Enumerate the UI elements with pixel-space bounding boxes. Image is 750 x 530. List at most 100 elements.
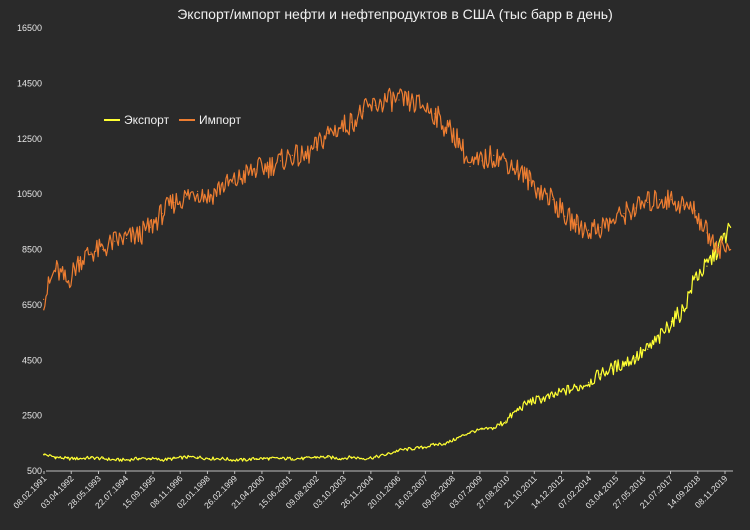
export-data-point xyxy=(433,444,436,446)
chart-title: Экспорт/импорт нефти и нефтепродуктов в … xyxy=(177,6,613,22)
import-data-point xyxy=(291,154,293,156)
export-data-point xyxy=(540,398,542,400)
export-data-point xyxy=(398,449,400,451)
import-data-point xyxy=(173,201,175,204)
export-data-point xyxy=(339,457,341,460)
import-data-point xyxy=(469,165,471,168)
import-data-point xyxy=(90,251,92,253)
series-line-import xyxy=(43,87,731,311)
import-data-point xyxy=(504,160,507,162)
export-data-point xyxy=(43,453,45,455)
export-data-point xyxy=(706,265,708,267)
export-data-point xyxy=(611,367,613,370)
import-data-point xyxy=(730,248,732,251)
import-data-point xyxy=(197,190,199,192)
y-tick-label: 2500 xyxy=(22,411,42,421)
export-data-point xyxy=(730,226,732,228)
import-data-point xyxy=(43,298,45,300)
import-data-point xyxy=(339,127,341,129)
export-data-point xyxy=(78,457,80,460)
legend-label-import: Импорт xyxy=(199,113,241,127)
import-data-point xyxy=(623,212,625,215)
import-data-point xyxy=(706,232,708,234)
import-data-point xyxy=(552,199,554,201)
export-data-point xyxy=(125,459,128,461)
export-data-point xyxy=(327,456,329,458)
export-data-point xyxy=(635,356,637,359)
export-data-point xyxy=(564,390,566,392)
export-data-point xyxy=(469,431,471,433)
export-data-point xyxy=(623,362,625,364)
export-data-point xyxy=(102,457,104,460)
import-data-point xyxy=(256,168,258,170)
import-data-point xyxy=(66,282,68,284)
import-data-point xyxy=(362,110,365,112)
export-data-point xyxy=(256,457,258,460)
legend-label-export: Экспорт xyxy=(124,113,170,127)
series-layer xyxy=(43,87,732,462)
export-data-point xyxy=(481,428,483,431)
y-tick-label: 6500 xyxy=(22,300,42,310)
import-data-point xyxy=(647,201,649,204)
export-data-point xyxy=(493,427,495,429)
export-data-point xyxy=(658,337,661,339)
import-data-point xyxy=(327,132,329,134)
export-data-point xyxy=(185,456,187,458)
import-data-point xyxy=(386,99,388,101)
import-data-point xyxy=(102,248,104,251)
y-tick-label: 14500 xyxy=(17,78,42,88)
export-data-point xyxy=(350,456,353,458)
y-tick-label: 16500 xyxy=(17,23,42,33)
import-data-point xyxy=(208,196,211,198)
import-data-point xyxy=(540,190,542,192)
import-data-point xyxy=(232,182,234,184)
export-data-point xyxy=(90,457,92,459)
export-data-point xyxy=(587,381,590,383)
import-data-point xyxy=(611,221,613,223)
import-data-point xyxy=(576,223,578,226)
export-data-point xyxy=(149,457,151,460)
export-data-point xyxy=(161,459,163,461)
export-data-point xyxy=(576,387,578,389)
export-data-point xyxy=(173,457,175,460)
import-data-point xyxy=(279,160,282,162)
import-data-point xyxy=(161,212,163,215)
y-tick-label: 12500 xyxy=(17,134,42,144)
import-data-point xyxy=(694,210,696,212)
export-data-point xyxy=(244,459,246,461)
import-data-point xyxy=(398,99,400,101)
export-data-point xyxy=(232,459,234,461)
export-data-point xyxy=(504,420,507,422)
export-data-point xyxy=(208,457,211,460)
import-data-point xyxy=(718,246,720,248)
export-data-point xyxy=(516,409,519,411)
export-data-point xyxy=(291,457,293,460)
export-data-point xyxy=(268,457,270,460)
export-data-point xyxy=(528,401,530,403)
import-data-point xyxy=(350,121,353,123)
legend: Экспорт Импорт xyxy=(104,113,241,127)
import-data-point xyxy=(564,215,566,217)
import-data-point xyxy=(315,146,317,148)
import-data-point xyxy=(682,204,684,206)
import-data-point xyxy=(670,199,673,201)
export-data-point xyxy=(303,457,305,460)
import-data-point xyxy=(410,102,412,104)
export-data-point xyxy=(386,453,388,455)
export-data-point xyxy=(410,448,412,450)
export-data-point xyxy=(374,456,376,458)
export-data-point xyxy=(362,457,365,460)
import-data-point xyxy=(516,168,519,170)
import-data-point xyxy=(433,113,436,115)
export-data-point xyxy=(137,457,139,460)
export-data-point xyxy=(552,395,554,397)
import-data-point xyxy=(493,154,495,156)
import-data-point xyxy=(445,127,447,129)
y-tick-label: 500 xyxy=(27,466,42,476)
import-data-point xyxy=(125,237,128,240)
import-data-point xyxy=(635,207,637,209)
import-data-point xyxy=(422,104,424,107)
export-data-point xyxy=(670,320,673,323)
